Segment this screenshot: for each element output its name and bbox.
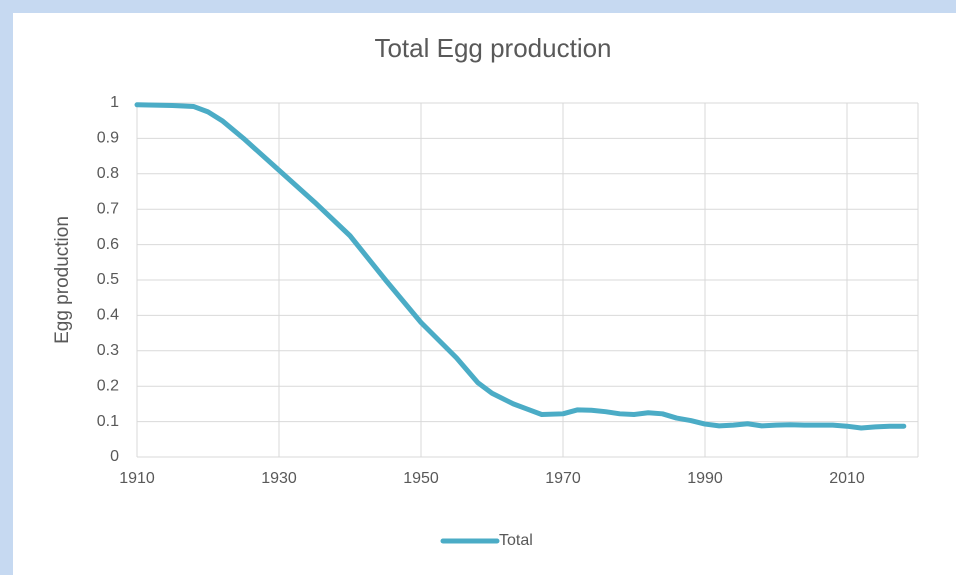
y-tick-label: 0 [110,448,119,465]
y-tick-label: 0.4 [97,307,119,324]
chart-title: Total Egg production [374,33,611,63]
x-tick-label: 1930 [261,470,297,487]
y-tick-label: 0.7 [97,200,119,217]
x-tick-label: 2010 [829,470,865,487]
chart-panel [13,13,956,575]
y-tick-label: 0.3 [97,342,119,359]
data-line [134,102,907,431]
y-tick-label: 0.1 [97,413,119,430]
y-tick-label: 0.2 [97,377,119,394]
y-tick-label: 0.9 [97,130,119,147]
y-tick-label: 1 [110,94,119,111]
y-axis-label: Egg production [52,216,73,344]
legend-label: Total [499,532,533,549]
x-tick-label: 1950 [403,470,439,487]
x-tick-label: 1910 [119,470,155,487]
y-tick-label: 0.8 [97,165,119,182]
x-tick-label: 1990 [687,470,723,487]
x-tick-label: 1970 [545,470,581,487]
y-tick-label: 0.5 [97,271,119,288]
y-tick-label: 0.6 [97,236,119,253]
